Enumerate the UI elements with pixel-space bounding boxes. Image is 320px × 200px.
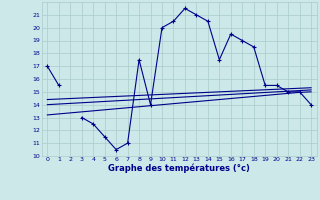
X-axis label: Graphe des températures (°c): Graphe des températures (°c): [108, 164, 250, 173]
